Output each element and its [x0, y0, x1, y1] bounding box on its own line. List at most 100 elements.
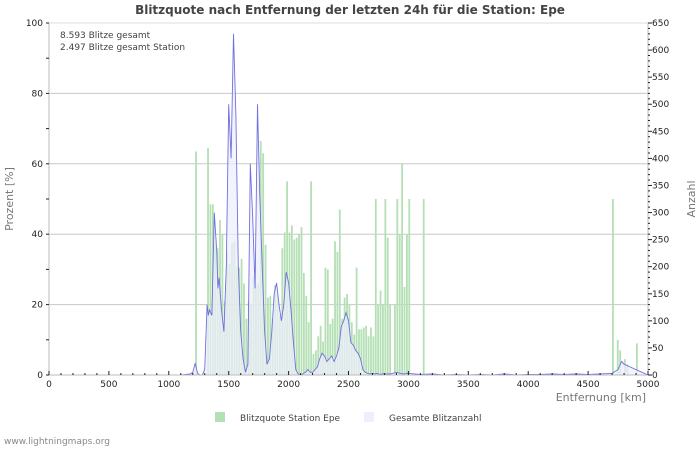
y-tick-label: 100: [26, 19, 43, 29]
bar: [329, 323, 332, 375]
x-tick-label: 5000: [637, 380, 660, 390]
chart-title: Blitzquote nach Entfernung der letzten 2…: [135, 3, 565, 17]
bar: [386, 237, 389, 375]
bar: [360, 329, 363, 375]
bar: [302, 272, 305, 375]
bar: [207, 147, 209, 375]
bar: [379, 290, 382, 375]
bar: [372, 336, 375, 375]
bar: [209, 204, 212, 375]
bar: [269, 295, 272, 375]
bar: [336, 251, 339, 375]
y-tick-label: 0: [37, 371, 43, 381]
y2-tick-label: 150: [652, 290, 669, 300]
bar: [422, 199, 425, 375]
bar: [305, 295, 308, 375]
bar: [408, 199, 411, 375]
bar: [312, 353, 315, 375]
y2-tick-label: 200: [652, 263, 669, 273]
source-footer: www.lightningmaps.org: [4, 437, 110, 447]
info-station: 2.497 Blitze gesamt Station: [60, 43, 185, 53]
y2-tick-label: 250: [652, 236, 669, 246]
bar: [367, 336, 370, 375]
bar: [403, 287, 406, 375]
x-tick-label: 3000: [397, 380, 420, 390]
bar: [384, 199, 387, 375]
bar: [314, 350, 317, 375]
bar: [264, 244, 267, 375]
x-tick-label: 0: [46, 380, 52, 390]
bar: [334, 241, 336, 375]
bar: [365, 325, 368, 375]
bar: [406, 234, 408, 375]
info-total: 8.593 Blitze gesamt: [60, 31, 151, 41]
y2-tick-label: 500: [652, 100, 669, 110]
bar: [290, 225, 293, 375]
bar: [245, 318, 248, 375]
bar: [374, 199, 377, 375]
y-tick-label: 20: [32, 301, 44, 311]
bar: [310, 181, 312, 375]
y2-tick-label: 650: [652, 19, 669, 29]
bar: [398, 234, 401, 375]
y2-axis-title: Anzahl: [685, 180, 698, 217]
x-tick-label: 2500: [337, 380, 360, 390]
bar: [362, 327, 365, 375]
bar: [240, 258, 243, 375]
y-tick-label: 80: [32, 89, 44, 99]
y2-tick-label: 450: [652, 127, 669, 137]
bar: [326, 269, 329, 375]
bar: [331, 318, 334, 375]
axes: 0 500 1000 1500 2000 2500 3000 3500 4000 4500 5000…: [3, 19, 698, 404]
bar: [262, 153, 265, 375]
y2-tick-label: 100: [652, 317, 669, 327]
bar: [619, 350, 622, 375]
legend-swatch-gesamt: [364, 412, 374, 422]
bar: [616, 339, 619, 375]
bar: [382, 304, 384, 375]
bar: [396, 199, 399, 375]
y2-tick-label: 0: [652, 371, 658, 381]
y2-tick-label: 600: [652, 46, 669, 56]
x-tick-label: 2000: [277, 380, 300, 390]
y-tick-label: 60: [32, 160, 44, 170]
x-tick-label: 1500: [217, 380, 240, 390]
legend-label-blitzquote: Blitzquote Station Epe: [240, 414, 341, 424]
bar: [358, 329, 360, 375]
bar: [243, 283, 245, 375]
x-tick-label: 4500: [577, 380, 600, 390]
x-tick-label: 500: [100, 380, 117, 390]
bar: [355, 267, 358, 375]
bar: [338, 209, 341, 375]
bar: [317, 336, 320, 375]
bar: [267, 297, 269, 375]
x-tick-label: 1000: [157, 380, 180, 390]
y2-tick-label: 350: [652, 181, 669, 191]
bar: [319, 325, 322, 375]
legend: Blitzquote Station Epe Gesamte Blitzanza…: [215, 412, 482, 424]
bar: [195, 151, 197, 375]
bar: [612, 199, 614, 375]
bar: [389, 304, 392, 375]
bar: [324, 267, 327, 375]
bar: [295, 237, 298, 375]
grid-lines: [49, 92, 648, 306]
x-axis-title: Entfernung [km]: [556, 391, 646, 404]
legend-label-gesamt: Gesamte Blitzanzahl: [389, 414, 482, 424]
y-tick-label: 40: [32, 230, 44, 240]
bar: [298, 234, 300, 375]
bar: [401, 163, 404, 375]
x-tick-label: 4000: [517, 380, 540, 390]
bar: [307, 322, 310, 375]
y2-tick-label: 550: [652, 73, 669, 83]
bar: [293, 239, 296, 375]
y2-tick-label: 300: [652, 209, 669, 219]
legend-swatch-blitzquote: [215, 412, 225, 422]
y2-tick-label: 400: [652, 154, 669, 164]
bar: [636, 343, 638, 375]
y-axis-title: Prozent [%]: [3, 167, 16, 231]
bar: [370, 327, 372, 375]
x-tick-label: 3500: [457, 380, 480, 390]
bar: [394, 304, 396, 375]
